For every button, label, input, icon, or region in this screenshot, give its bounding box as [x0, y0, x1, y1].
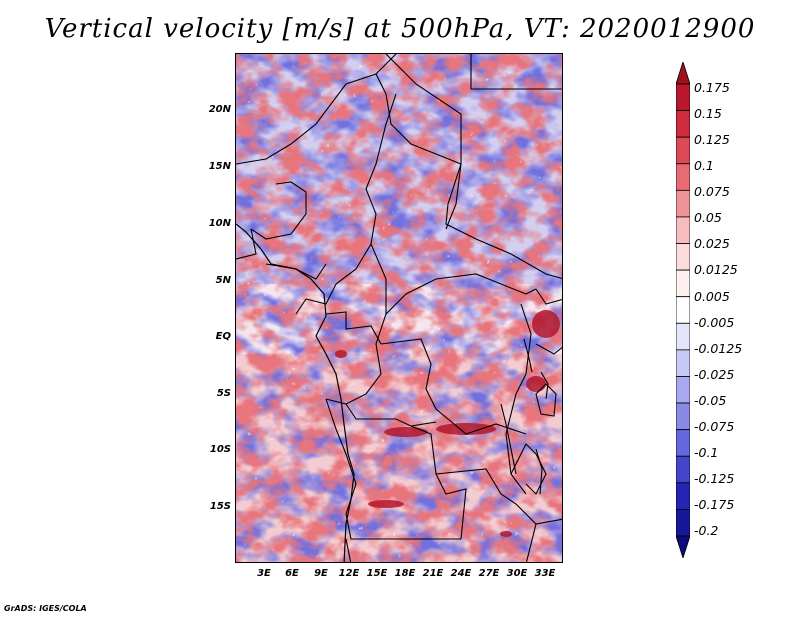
colorbar-label-neg-0.125: -0.125: [694, 471, 735, 486]
colorbar: [676, 62, 690, 558]
colorbar-box: [676, 243, 690, 271]
lat-label-5s: 5S: [216, 388, 231, 399]
colorbar-label-neg-0.075: -0.075: [694, 419, 735, 434]
lon-label-27e: 27E: [478, 568, 500, 579]
lakes: [500, 338, 549, 495]
lat-label-10n: 10N: [208, 218, 231, 229]
colorbar-box: [676, 269, 690, 298]
colorbar-label-0.005: 0.005: [694, 289, 730, 304]
lon-label-18e: 18E: [394, 568, 416, 579]
lon-label-24e: 24E: [450, 568, 472, 579]
colorbar-box: [676, 163, 690, 191]
colorbar-label-neg-0.2: -0.2: [694, 523, 719, 538]
lon-label-9e: 9E: [314, 568, 328, 579]
colorbar-label-neg-0.005: -0.005: [694, 315, 735, 330]
colorbar-box: [676, 349, 690, 377]
colorbar-box: [676, 83, 690, 111]
colorbar-bottom-cap: [676, 535, 690, 558]
colorbar-label-0.15: 0.15: [694, 106, 722, 121]
colorbar-label-neg-0.175: -0.175: [694, 497, 735, 512]
colorbar-label-0.05: 0.05: [694, 210, 722, 225]
grads-credit: GrADS: IGES/COLA: [4, 604, 87, 613]
strong-ascent-cells: [335, 310, 560, 537]
colorbar-label-neg-0.05: -0.05: [694, 393, 727, 408]
lon-label-30e: 30E: [506, 568, 528, 579]
colorbar-box: [676, 455, 690, 484]
lon-label-15e: 15E: [366, 568, 388, 579]
colorbar-box: [676, 216, 690, 244]
colorbar-label-0.0125: 0.0125: [694, 262, 738, 277]
colorbar-top-cap: [676, 62, 690, 85]
colorbar-label-0.025: 0.025: [694, 236, 730, 251]
colorbar-label-neg-0.025: -0.025: [694, 367, 735, 382]
lon-label-3e: 3E: [257, 568, 271, 579]
lat-label-10s: 10S: [209, 444, 231, 455]
lat-label-20n: 20N: [208, 104, 231, 115]
velocity-field-map: [236, 54, 562, 562]
colorbar-box: [676, 509, 690, 537]
colorbar-box: [676, 189, 690, 218]
colorbar-box: [676, 402, 690, 431]
lon-label-21e: 21E: [422, 568, 444, 579]
lat-label-15n: 15N: [208, 161, 231, 172]
country-borders: [236, 54, 562, 562]
coastline: [236, 223, 355, 562]
colorbar-box: [676, 296, 690, 324]
colorbar-box: [676, 482, 690, 510]
lon-label-33e: 33E: [534, 568, 556, 579]
colorbar-box: [676, 110, 690, 138]
colorbar-label-0.075: 0.075: [694, 184, 730, 199]
colorbar-box: [676, 376, 690, 404]
colorbar-label-0.175: 0.175: [694, 80, 730, 95]
colorbar-label-neg-0.0125: -0.0125: [694, 341, 743, 356]
colorbar-boxes: [676, 62, 690, 558]
colorbar-box: [676, 136, 690, 165]
lon-label-6e: 6E: [285, 568, 299, 579]
map-panel: [235, 53, 563, 563]
lat-label-15s: 15S: [209, 501, 231, 512]
map-title: Vertical velocity [m/s] at 500hPa, VT: 2…: [44, 14, 756, 44]
colorbar-box: [676, 322, 690, 351]
lat-label-5n: 5N: [215, 275, 231, 286]
lat-label-eq: EQ: [215, 331, 231, 342]
field-speckle: [236, 54, 562, 562]
colorbar-label-0.1: 0.1: [694, 158, 714, 173]
colorbar-box: [676, 429, 690, 457]
lon-label-12e: 12E: [338, 568, 360, 579]
colorbar-label-0.125: 0.125: [694, 132, 730, 147]
colorbar-label-neg-0.1: -0.1: [694, 445, 719, 460]
